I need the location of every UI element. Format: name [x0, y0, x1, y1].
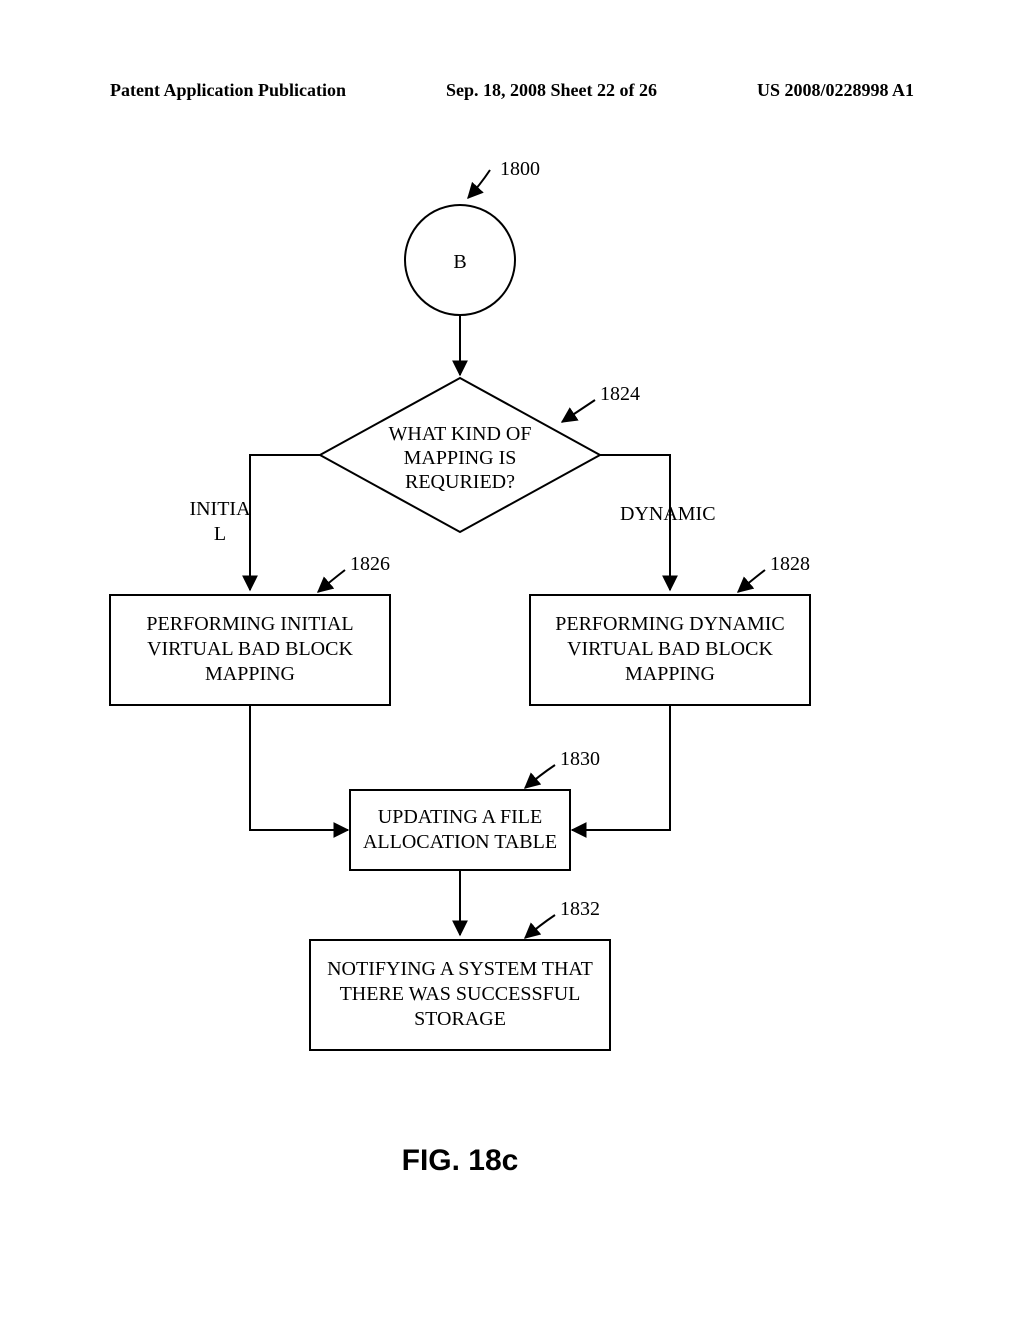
- box-left-line1: PERFORMING INITIAL: [146, 613, 353, 635]
- header-left: Patent Application Publication: [110, 80, 346, 101]
- ref-1824-text: 1824: [600, 383, 640, 405]
- box-right-line3: MAPPING: [625, 663, 715, 685]
- branch-left-label1: INITIA: [189, 498, 251, 520]
- ref-1832-text: 1832: [560, 898, 600, 920]
- ref-1826-text: 1826: [350, 553, 390, 575]
- edge-left-to-update: [250, 705, 348, 830]
- ref-1830-text: 1830: [560, 748, 600, 770]
- decision-node: WHAT KIND OF MAPPING IS REQURIED?: [320, 378, 600, 532]
- header-right: US 2008/0228998 A1: [757, 80, 914, 101]
- ref-1800-text: 1800: [500, 158, 540, 180]
- process-box-update: UPDATING A FILE ALLOCATION TABLE: [350, 790, 570, 870]
- connector-label: B: [453, 251, 466, 273]
- ref-1828: 1828: [738, 553, 810, 592]
- process-box-right: PERFORMING DYNAMIC VIRTUAL BAD BLOCK MAP…: [530, 595, 810, 705]
- box-notify-line3: STORAGE: [414, 1008, 506, 1030]
- edge-decision-left: INITIA L: [189, 455, 320, 590]
- ref-1830: 1830: [525, 748, 600, 788]
- box-notify-line1: NOTIFYING A SYSTEM THAT: [327, 958, 593, 980]
- connector-circle: B: [405, 205, 515, 315]
- edge-decision-right: DYNAMIC: [600, 455, 716, 590]
- process-box-notify: NOTIFYING A SYSTEM THAT THERE WAS SUCCES…: [310, 940, 610, 1050]
- box-left-line3: MAPPING: [205, 663, 295, 685]
- ref-1826: 1826: [318, 553, 390, 592]
- ref-arrow-1800: 1800: [468, 158, 540, 198]
- flowchart-svg: 1800 B WHAT KIND OF MAPPING IS REQURIED?…: [0, 150, 1024, 1250]
- decision-line2: MAPPING IS: [404, 447, 517, 469]
- box-left-line2: VIRTUAL BAD BLOCK: [147, 638, 353, 660]
- ref-1832: 1832: [525, 898, 600, 938]
- branch-right-label: DYNAMIC: [620, 503, 716, 525]
- box-update-line1: UPDATING A FILE: [378, 806, 542, 828]
- box-update-line2: ALLOCATION TABLE: [363, 831, 557, 853]
- header-center: Sep. 18, 2008 Sheet 22 of 26: [446, 80, 657, 101]
- process-box-left: PERFORMING INITIAL VIRTUAL BAD BLOCK MAP…: [110, 595, 390, 705]
- decision-line1: WHAT KIND OF: [389, 423, 532, 445]
- box-notify-line2: THERE WAS SUCCESSFUL: [340, 983, 581, 1005]
- figure-label: FIG. 18c: [402, 1144, 519, 1177]
- page-header: Patent Application Publication Sep. 18, …: [110, 80, 914, 101]
- flowchart-container: 1800 B WHAT KIND OF MAPPING IS REQURIED?…: [0, 150, 1024, 1250]
- box-right-line1: PERFORMING DYNAMIC: [555, 613, 784, 635]
- decision-line3: REQURIED?: [405, 471, 515, 493]
- ref-1828-text: 1828: [770, 553, 810, 575]
- branch-left-label2: L: [214, 523, 226, 545]
- ref-1824: 1824: [562, 383, 640, 422]
- box-right-line2: VIRTUAL BAD BLOCK: [567, 638, 773, 660]
- page: Patent Application Publication Sep. 18, …: [0, 0, 1024, 1320]
